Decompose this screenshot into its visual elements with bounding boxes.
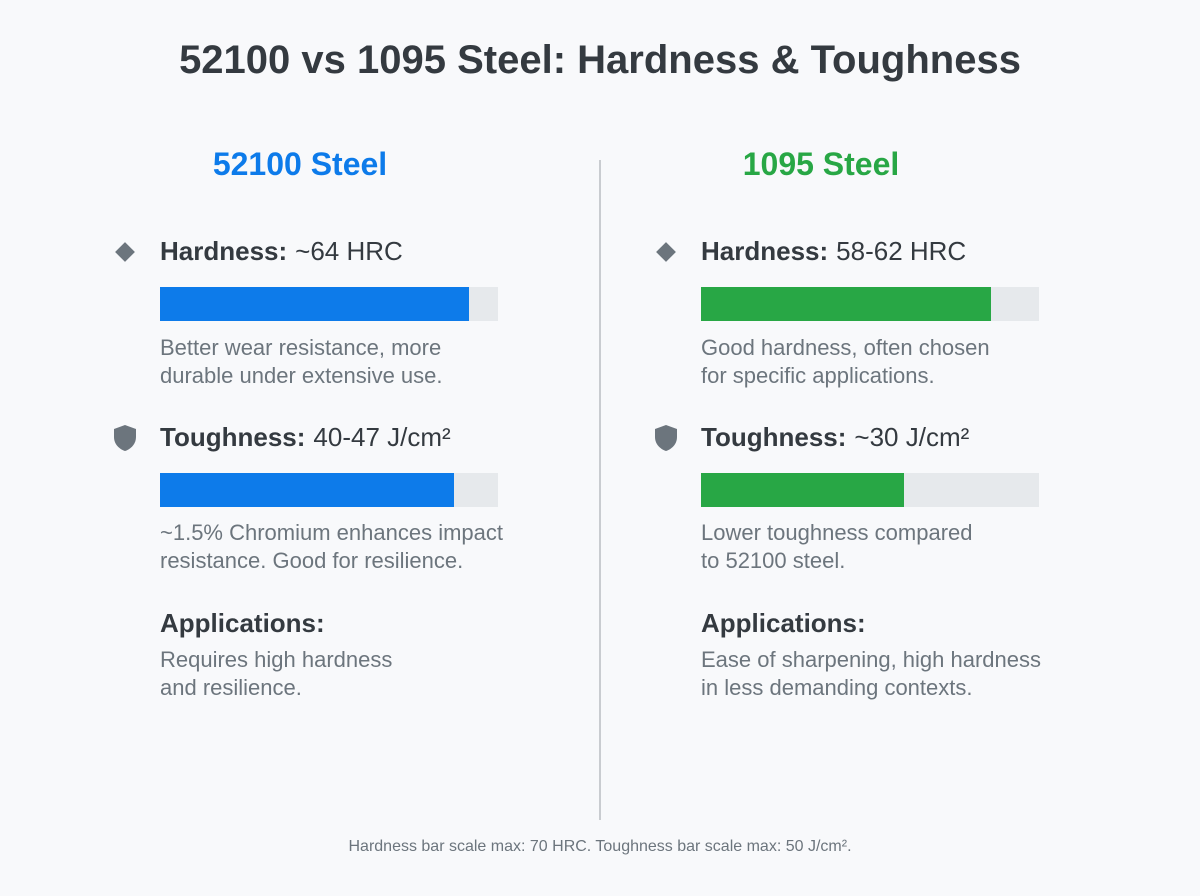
steel-52100-heading: 52100 Steel: [212, 146, 388, 182]
hardness-bar-fill: [701, 287, 991, 321]
toughness-bar-fill: [701, 473, 904, 507]
hardness-description: Better wear resistance, more durable und…: [160, 335, 443, 388]
toughness-value: 40-47 J/cm²: [313, 422, 451, 452]
shield-icon: [108, 423, 142, 453]
toughness-bar: [701, 473, 1039, 507]
toughness-row: Toughness: 40-47 J/cm²: [108, 422, 451, 453]
hardness-bar: [701, 287, 1039, 321]
steel-1095-column: 1095 Steel Hardness: 58-62 HRC Good hard…: [541, 0, 1101, 820]
page-title: 52100 vs 1095 Steel: Hardness & Toughnes…: [179, 38, 1021, 82]
toughness-value: ~30 J/cm²: [854, 422, 970, 452]
scale-footnote: Hardness bar scale max: 70 HRC. Toughnes…: [348, 838, 852, 855]
hardness-row: Hardness: 58-62 HRC: [649, 236, 966, 267]
toughness-label: Toughness:: [701, 422, 847, 452]
toughness-bar-fill: [160, 473, 455, 507]
hardness-value: ~64 HRC: [295, 236, 403, 266]
applications-text: Ease of sharpening, high hardness in les…: [701, 647, 1042, 700]
diamond-icon: [649, 237, 683, 267]
toughness-label: Toughness:: [160, 422, 306, 452]
toughness-bar: [160, 473, 498, 507]
shield-icon: [649, 423, 683, 453]
applications-heading: Applications:: [160, 608, 325, 638]
toughness-description: ~1.5% Chromium enhances impact resistanc…: [160, 520, 503, 573]
hardness-label: Hardness:: [701, 236, 829, 266]
hardness-value: 58-62 HRC: [836, 236, 967, 266]
hardness-description: Good hardness, often chosen for specific…: [701, 335, 990, 388]
steel-1095-heading: 1095 Steel: [742, 146, 900, 182]
hardness-bar: [160, 287, 498, 321]
hardness-label: Hardness:: [160, 236, 288, 266]
diamond-icon: [108, 237, 142, 267]
column-divider: [599, 160, 601, 820]
toughness-row: Toughness: ~30 J/cm²: [649, 422, 969, 453]
toughness-description: Lower toughness compared to 52100 steel.: [701, 520, 973, 573]
hardness-row: Hardness: ~64 HRC: [108, 236, 403, 267]
applications-text: Requires high hardness and resilience.: [160, 647, 393, 700]
applications-heading: Applications:: [701, 608, 866, 638]
hardness-bar-fill: [160, 287, 469, 321]
steel-52100-column: 52100 Steel Hardness: ~64 HRC Better wea…: [0, 0, 560, 820]
